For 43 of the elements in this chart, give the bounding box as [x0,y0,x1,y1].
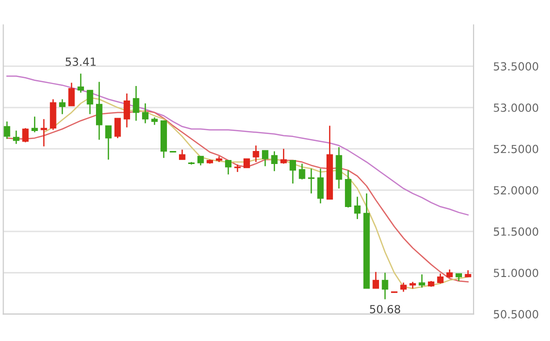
candlestick [308,168,314,194]
candlestick [68,82,75,106]
candlestick [382,272,388,300]
candlestick [280,148,287,164]
candlestick [13,130,20,144]
y-tick-label: 51.0000 [494,268,538,278]
y-tick-label: 52.0000 [494,186,538,195]
candlestick [86,90,94,115]
candlestick [336,146,342,190]
candlestick [317,168,324,204]
candlestick [4,120,10,140]
candlestick [437,272,444,284]
y-tick-label: 53.0000 [494,103,538,112]
line-series [6,75,469,216]
y-tick-label: 51.5000 [494,227,538,236]
candlestick [372,271,380,290]
candlestick [40,118,48,147]
candlestick [262,150,268,167]
candlestick [271,150,278,172]
candlestick [59,98,66,115]
annotation: 53.41 [66,58,96,66]
candlestick [418,274,426,288]
candlestick [124,92,130,128]
candlestick [105,125,112,160]
candlestick [114,118,121,139]
candlestick [225,160,232,176]
candlestick [298,163,306,180]
candlestick [96,81,102,140]
candlestick [252,144,260,163]
candlestick [354,196,361,220]
candlestick [178,149,186,160]
candlestick [244,158,250,168]
annotation: 50.68 [370,304,400,314]
candlestick [78,73,84,94]
candlestick [132,85,140,122]
candlestick [22,128,29,143]
candlestick [290,160,296,184]
y-tick-label: 52.5000 [494,144,538,154]
y-tick-label: 50.5000 [494,310,538,318]
candlestick [31,116,38,133]
candlestick [142,102,149,124]
y-tick-label: 53.5000 [494,62,538,71]
candlestick [197,156,204,166]
